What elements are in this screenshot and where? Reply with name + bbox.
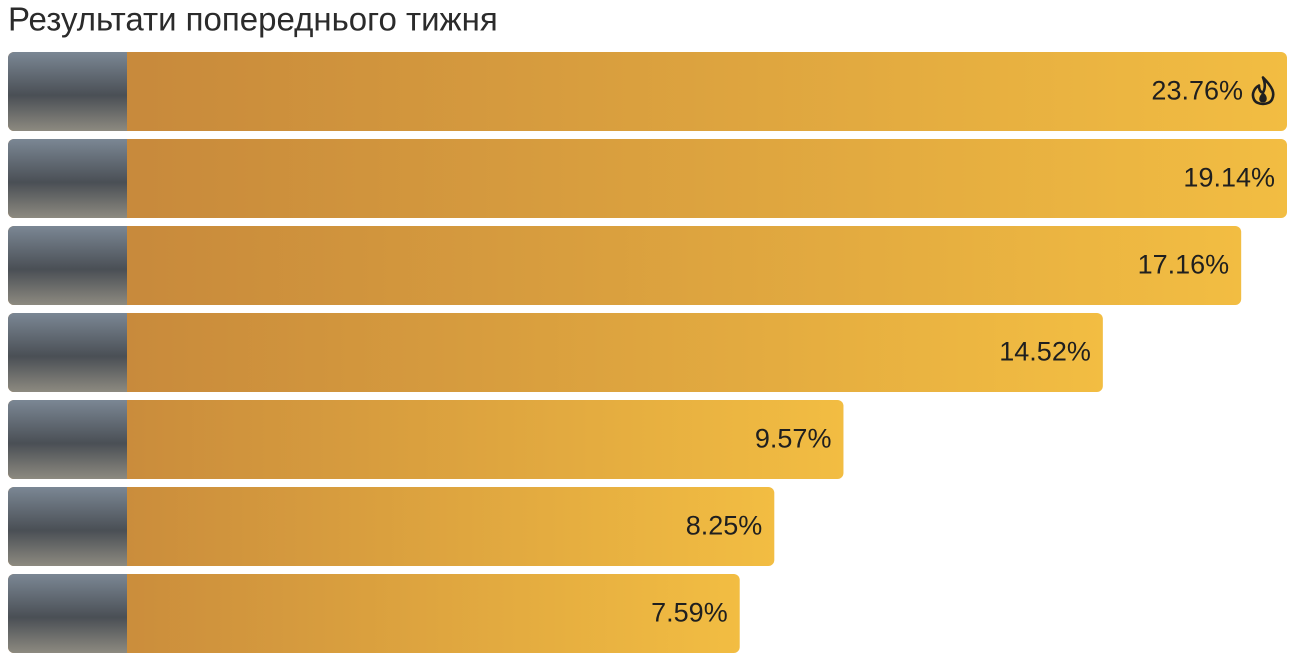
car-photo (8, 52, 127, 131)
chart-title: Результати попереднього тижня (8, 1, 498, 38)
value-label: 7.59% (651, 598, 728, 628)
bar (8, 574, 740, 653)
car-photo (8, 487, 127, 566)
car-photo (8, 313, 127, 392)
value-label: 17.16% (1138, 250, 1230, 280)
bar (8, 400, 844, 479)
fire-icon-inner (1259, 92, 1267, 103)
car-photo (8, 139, 127, 218)
value-label: 19.14% (1183, 163, 1275, 193)
bar (8, 487, 775, 566)
bar (8, 52, 1287, 131)
car-photo (8, 226, 127, 305)
fire-icon (1251, 76, 1275, 106)
value-label: 23.76% (1151, 76, 1243, 106)
value-label: 9.57% (755, 424, 832, 454)
car-photo (8, 400, 127, 479)
value-label: 8.25% (686, 511, 763, 541)
bar (8, 226, 1242, 305)
bar (8, 139, 1287, 218)
car-photo (8, 574, 127, 653)
value-label: 14.52% (999, 337, 1091, 367)
bar (8, 313, 1103, 392)
